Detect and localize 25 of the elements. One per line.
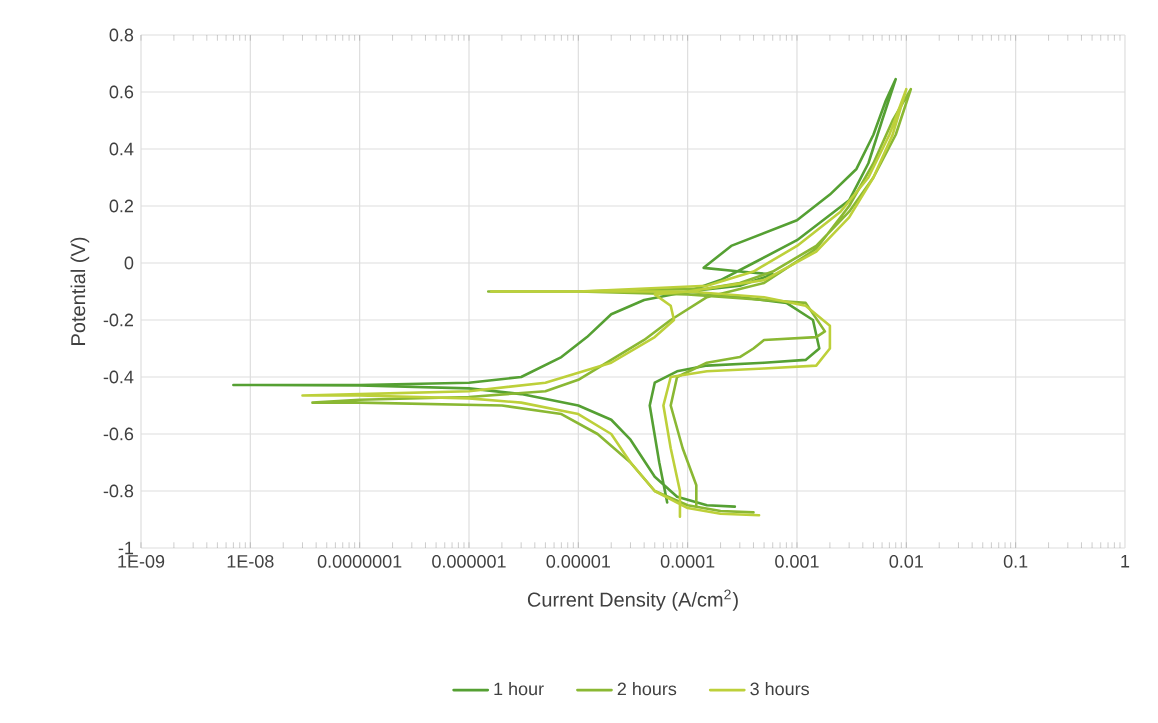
legend-label: 1 hour (494, 682, 544, 696)
x-tick-label: 0.1 (1003, 555, 1028, 568)
x-tick-label: 0.0001 (660, 555, 715, 568)
legend-label: 3 hours (750, 682, 809, 696)
y-tick-label: 0.2 (109, 199, 134, 213)
y-tick-label: 0.8 (109, 28, 134, 42)
x-tick-label: 0.0000001 (317, 555, 402, 568)
y-tick-label: 0.4 (109, 142, 134, 156)
y-tick-label: -1 (118, 541, 134, 555)
y-tick-label: -0.8 (103, 484, 134, 498)
x-tick-label: 0.01 (889, 555, 923, 568)
y-axis-title: Potential (V) (70, 237, 90, 345)
x-tick-label: 0.000001 (432, 555, 506, 568)
x-tick-label: 1E-09 (118, 555, 165, 568)
y-tick-label: -0.2 (103, 313, 134, 327)
y-tick-label: -0.6 (103, 427, 134, 441)
y-tick-label: 0.6 (109, 85, 134, 99)
legend-label: 2 hours (617, 682, 677, 696)
x-tick-label: 0.001 (775, 555, 819, 568)
x-tick-label: 1E-08 (227, 555, 274, 568)
y-tick-label: -0.4 (103, 370, 134, 384)
y-tick-label: 0 (124, 256, 134, 270)
x-tick-label: 1 (1121, 555, 1130, 568)
x-axis-title: Current Density (A/cm$^{2}$) (527, 589, 738, 611)
x-tick-label: 0.00001 (546, 555, 610, 568)
